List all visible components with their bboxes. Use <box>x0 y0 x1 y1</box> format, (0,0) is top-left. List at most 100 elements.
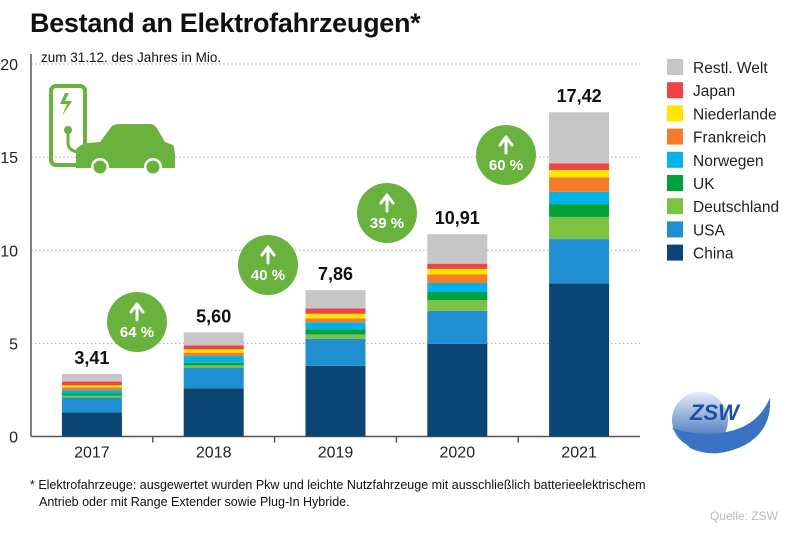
total-label: 5,60 <box>196 306 231 326</box>
bar-segment-frankreich-2019 <box>305 318 366 323</box>
bar-segment-niederlande-2021 <box>549 169 610 178</box>
x-tick-label: 2018 <box>196 445 232 462</box>
growth-badge: 60 % <box>476 125 536 185</box>
bar-segment-japan-2018 <box>183 345 244 350</box>
bar-segment-niederlande-2017 <box>61 385 122 388</box>
legend-swatch <box>667 175 683 191</box>
bar-segment-restl-welt-2019 <box>305 290 366 309</box>
growth-badge: 64 % <box>107 292 167 352</box>
bar-segment-uk-2017 <box>61 393 122 396</box>
total-label: 3,41 <box>74 348 109 368</box>
growth-circle <box>357 183 417 243</box>
bar-segment-frankreich-2020 <box>427 274 488 284</box>
chart-subtitle: zum 31.12. des Jahres in Mio. <box>41 50 222 65</box>
total-label: 10,91 <box>435 208 480 228</box>
logo-text: ZSW <box>689 400 741 425</box>
bar-segment-niederlande-2020 <box>427 268 488 275</box>
growth-label: 64 % <box>120 324 154 341</box>
growth-circle <box>107 292 167 352</box>
arrow-up-icon <box>260 245 276 265</box>
bar-segment-japan-2021 <box>549 163 610 170</box>
bar-segment-deutschland-2019 <box>305 334 366 339</box>
bar-segment-japan-2020 <box>427 263 488 269</box>
legend-label: Japan <box>693 83 735 100</box>
bar-segment-china-2020 <box>427 343 488 437</box>
bar-segment-deutschland-2020 <box>427 300 488 311</box>
bar-segment-uk-2021 <box>549 204 610 217</box>
growth-circle <box>476 125 536 185</box>
legend-label: Restl. Welt <box>693 60 768 77</box>
bar-segment-usa-2017 <box>61 397 122 413</box>
bar-segment-restl-welt-2018 <box>183 332 244 346</box>
legend-label: Niederlande <box>693 106 777 123</box>
bar-segment-niederlande-2019 <box>305 313 366 319</box>
legend-swatch <box>667 128 683 145</box>
x-tick-label: 2021 <box>561 445 597 462</box>
footnote-line-2: Antrieb oder mit Range Extender sowie Pl… <box>39 495 350 509</box>
bar-segment-restl-welt-2017 <box>61 373 122 382</box>
bar-segment-niederlande-2018 <box>183 349 244 353</box>
legend-label: USA <box>693 222 726 239</box>
arrow-up-icon <box>379 193 395 213</box>
bar-segment-norwegen-2017 <box>61 390 122 394</box>
bar-segment-china-2017 <box>61 412 122 437</box>
y-tick-label: 10 <box>0 243 18 260</box>
bar-segment-norwegen-2018 <box>183 356 244 363</box>
bar-segment-china-2018 <box>183 388 244 437</box>
legend-label: Frankreich <box>693 130 766 147</box>
growth-label: 39 % <box>370 215 404 232</box>
x-tick-label: 2017 <box>74 445 110 462</box>
zsw-logo: ZSW <box>672 392 771 454</box>
legend-label: UK <box>693 176 715 193</box>
bar-segment-norwegen-2020 <box>427 283 488 292</box>
bar-segment-usa-2018 <box>183 367 244 389</box>
bar-segment-japan-2017 <box>61 381 122 386</box>
legend-swatch <box>667 82 683 99</box>
total-label: 17,42 <box>557 86 602 106</box>
bar-segment-usa-2020 <box>427 310 488 344</box>
bar-segment-deutschland-2018 <box>183 365 244 368</box>
arrow-up-icon <box>129 302 145 322</box>
bar-segment-usa-2021 <box>549 239 610 284</box>
bar-segment-uk-2018 <box>183 362 244 366</box>
growth-badge: 40 % <box>238 235 298 295</box>
ev-charging-car-icon <box>49 84 175 176</box>
legend-label: Deutschland <box>693 199 779 216</box>
growth-circle <box>238 235 298 295</box>
growth-label: 40 % <box>251 267 285 284</box>
bar-segment-usa-2019 <box>305 338 366 366</box>
legend-swatch <box>667 198 683 215</box>
bar-segment-frankreich-2018 <box>183 352 244 357</box>
source-label: Quelle: ZSW <box>709 509 778 523</box>
legend-label: Norwegen <box>693 153 764 170</box>
bar-segment-china-2019 <box>305 365 366 437</box>
bar-segment-norwegen-2019 <box>305 322 366 330</box>
legend-swatch <box>667 244 683 261</box>
legend-label: China <box>693 246 734 263</box>
legend-swatch <box>667 59 683 75</box>
footnote-line-1: * Elektrofahrzeuge: ausgewertet wurden P… <box>30 478 646 492</box>
growth-badge: 39 % <box>357 183 417 243</box>
y-tick-label: 5 <box>9 336 18 353</box>
x-tick-label: 2019 <box>318 445 354 462</box>
y-tick-label: 20 <box>0 57 18 74</box>
growth-label: 60 % <box>489 157 523 174</box>
bar-segment-restl-welt-2020 <box>427 234 488 264</box>
bar-segment-deutschland-2021 <box>549 216 610 240</box>
bar-segment-japan-2019 <box>305 308 366 314</box>
bar-segment-uk-2020 <box>427 291 488 301</box>
bar-segment-norwegen-2021 <box>549 191 610 205</box>
y-tick-label: 15 <box>0 150 18 167</box>
total-label: 7,86 <box>318 264 353 284</box>
chart-title: Bestand an Elektrofahrzeugen* <box>30 8 421 38</box>
bar-segment-frankreich-2017 <box>61 387 122 391</box>
legend-swatch <box>667 105 683 122</box>
x-tick-label: 2020 <box>440 445 476 462</box>
bar-segment-restl-welt-2021 <box>549 112 610 164</box>
arrow-up-icon <box>498 135 514 155</box>
bar-segment-china-2021 <box>549 283 610 437</box>
legend-swatch <box>667 151 683 168</box>
y-tick-label: 0 <box>9 430 18 447</box>
bar-segment-uk-2019 <box>305 329 366 335</box>
